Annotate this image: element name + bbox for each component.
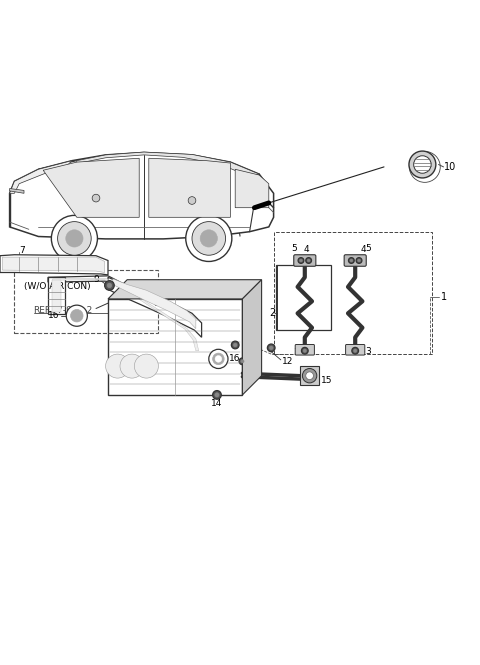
Circle shape [298, 257, 304, 263]
Circle shape [300, 259, 302, 262]
Circle shape [231, 341, 239, 349]
Circle shape [213, 353, 224, 364]
Circle shape [353, 349, 357, 352]
Polygon shape [48, 277, 65, 315]
Circle shape [240, 360, 244, 363]
Text: 12: 12 [282, 357, 294, 366]
Polygon shape [2, 257, 105, 273]
Circle shape [120, 354, 144, 378]
Polygon shape [242, 280, 262, 395]
Polygon shape [52, 280, 61, 313]
Circle shape [352, 347, 359, 354]
Text: 2: 2 [269, 309, 275, 319]
Text: 15: 15 [321, 376, 332, 385]
Circle shape [306, 372, 313, 380]
Circle shape [356, 257, 362, 263]
Circle shape [269, 346, 273, 350]
Circle shape [107, 283, 112, 288]
Circle shape [188, 197, 196, 204]
Circle shape [106, 354, 130, 378]
Circle shape [213, 390, 221, 399]
Circle shape [66, 230, 83, 247]
Circle shape [306, 257, 312, 263]
Polygon shape [48, 276, 204, 354]
Circle shape [350, 259, 353, 262]
Circle shape [233, 343, 237, 347]
Circle shape [302, 368, 317, 383]
Polygon shape [10, 161, 72, 194]
FancyBboxPatch shape [295, 344, 314, 355]
Polygon shape [10, 152, 274, 239]
Circle shape [105, 281, 114, 290]
FancyBboxPatch shape [294, 255, 316, 266]
Polygon shape [300, 366, 319, 385]
Text: 8: 8 [154, 299, 159, 308]
Text: 13: 13 [247, 369, 259, 378]
Circle shape [348, 257, 354, 263]
Circle shape [51, 215, 97, 261]
Circle shape [303, 349, 307, 352]
Polygon shape [0, 255, 108, 275]
Text: 14: 14 [211, 399, 223, 408]
Text: 10: 10 [444, 162, 456, 172]
Text: 11: 11 [246, 355, 257, 364]
Text: REF.97-971-2: REF.97-971-2 [34, 307, 93, 315]
Circle shape [134, 354, 158, 378]
Polygon shape [53, 278, 199, 350]
Circle shape [414, 156, 431, 174]
Text: 16: 16 [229, 354, 241, 363]
Circle shape [215, 393, 219, 397]
Circle shape [209, 349, 228, 368]
Text: 5: 5 [291, 244, 297, 253]
Text: 9: 9 [94, 275, 99, 284]
Text: 4: 4 [303, 245, 309, 255]
Polygon shape [10, 188, 24, 194]
Text: 7: 7 [19, 247, 25, 255]
FancyBboxPatch shape [346, 344, 365, 355]
Text: (W/O AIR CON): (W/O AIR CON) [24, 283, 91, 291]
Circle shape [192, 221, 226, 255]
Circle shape [66, 305, 87, 327]
Circle shape [92, 194, 100, 202]
Circle shape [307, 259, 310, 262]
Text: 4: 4 [361, 245, 367, 255]
Circle shape [186, 215, 232, 261]
Polygon shape [77, 152, 259, 176]
Polygon shape [113, 279, 196, 329]
Text: 3: 3 [293, 348, 299, 357]
Polygon shape [108, 277, 202, 337]
Circle shape [301, 347, 308, 354]
Text: 6: 6 [154, 284, 159, 293]
Polygon shape [235, 170, 269, 207]
Circle shape [409, 151, 436, 178]
Text: 1: 1 [441, 291, 447, 301]
Circle shape [215, 356, 222, 362]
Text: 3: 3 [366, 347, 372, 356]
Text: 16: 16 [48, 311, 60, 321]
Circle shape [200, 230, 217, 247]
Polygon shape [149, 158, 230, 217]
Circle shape [267, 344, 275, 352]
Circle shape [58, 221, 91, 255]
Circle shape [239, 358, 246, 364]
Text: 5: 5 [365, 244, 371, 253]
Polygon shape [43, 158, 139, 217]
Circle shape [71, 309, 83, 322]
Polygon shape [108, 280, 262, 299]
FancyBboxPatch shape [108, 299, 242, 395]
Circle shape [358, 259, 360, 262]
FancyBboxPatch shape [344, 255, 366, 266]
